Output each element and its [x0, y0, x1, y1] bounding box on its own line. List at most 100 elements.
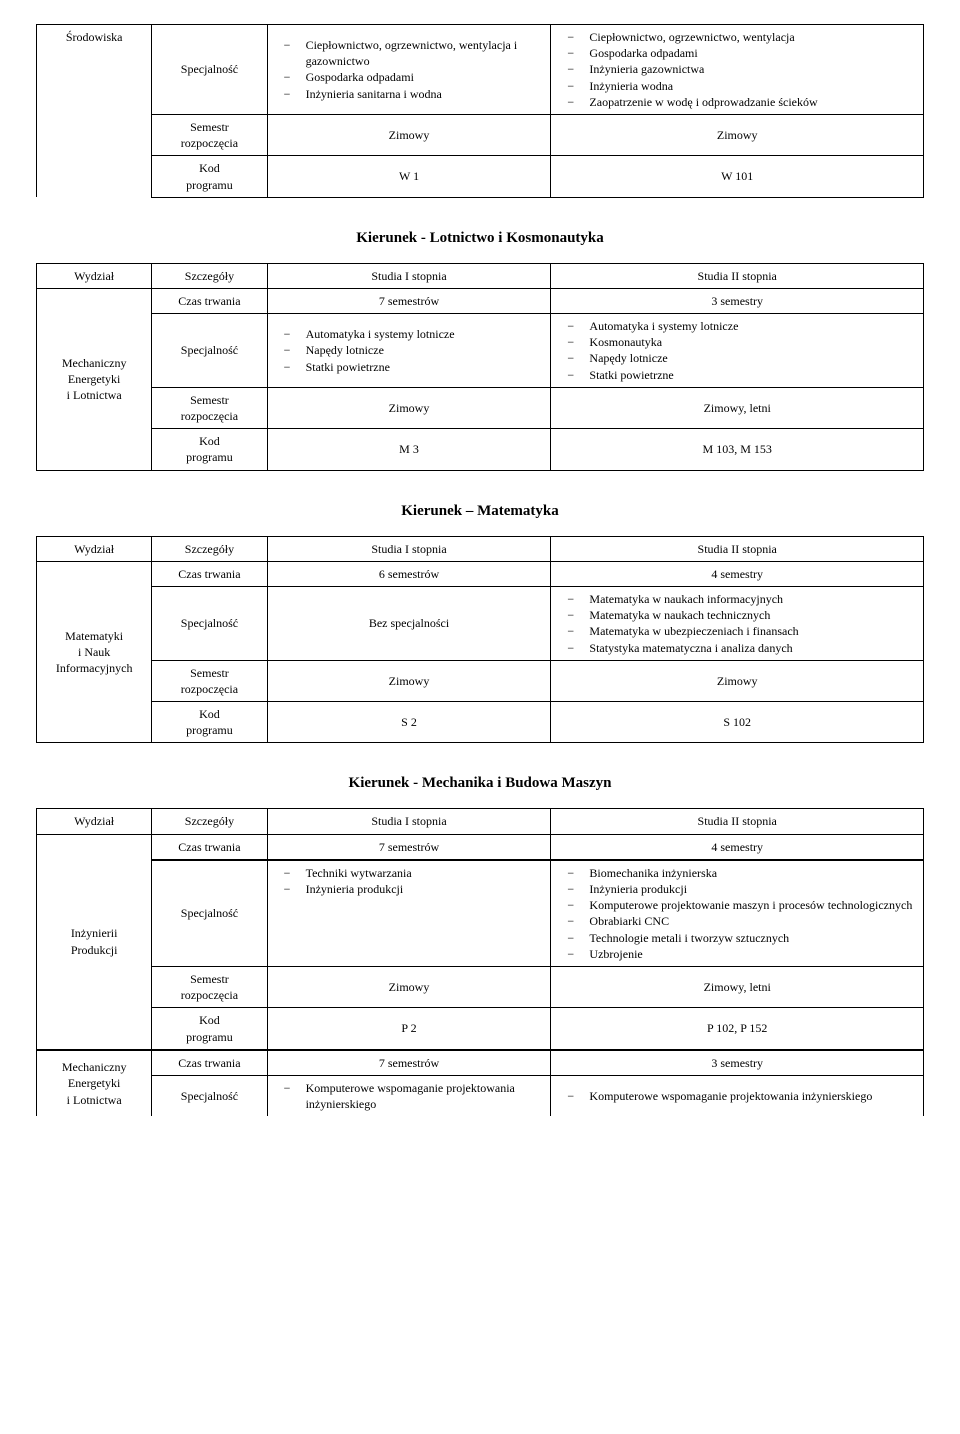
- col-header: Wydział: [37, 536, 152, 561]
- value-cell: 3 semestry: [551, 288, 924, 313]
- table-matematyka: Wydział Szczegóły Studia I stopnia Studi…: [36, 536, 924, 744]
- faculty-cell: Matematykii NaukInformacyjnych: [37, 561, 152, 743]
- list-item: Gospodarka odpadami: [284, 69, 545, 85]
- table-mechanika: Wydział Szczegóły Studia I stopnia Studi…: [36, 808, 924, 1116]
- col-header: Szczegóły: [152, 809, 267, 834]
- detail-label: Specjalność: [152, 586, 267, 660]
- detail-label: Czas trwania: [152, 1050, 267, 1076]
- section-title-matematyka: Kierunek – Matematyka: [36, 503, 924, 520]
- col-header: Wydział: [37, 809, 152, 834]
- detail-label: Semestrrozpoczęcia: [152, 660, 267, 701]
- list-item: Automatyka i systemy lotnicze: [284, 326, 545, 342]
- value-cell: W 1: [267, 156, 551, 197]
- detail-label: Specjalność: [152, 25, 267, 115]
- list-item: Biomechanika inżynierska: [567, 865, 917, 881]
- list-item: Technologie metali i tworzyw sztucznych: [567, 930, 917, 946]
- value-cell: Zimowy: [551, 660, 924, 701]
- list-item: Automatyka i systemy lotnicze: [567, 318, 917, 334]
- detail-label: Specjalność: [152, 314, 267, 388]
- spec-cell: Automatyka i systemy lotniczeNapędy lotn…: [267, 314, 551, 388]
- detail-label: Semestrrozpoczęcia: [152, 387, 267, 428]
- faculty-cell: MechanicznyEnergetykii Lotnictwa: [37, 288, 152, 470]
- list-item: Kosmonautyka: [567, 334, 917, 350]
- value-cell: 7 semestrów: [267, 834, 551, 860]
- detail-label: Specjalność: [152, 1075, 267, 1116]
- spec-cell: Matematyka w naukach informacyjnychMatem…: [551, 586, 924, 660]
- list-item: Komputerowe wspomaganie projektowania in…: [567, 1088, 917, 1104]
- detail-label: Semestrrozpoczęcia: [152, 114, 267, 155]
- value-cell: Zimowy: [267, 966, 551, 1007]
- detail-label: Kodprogramu: [152, 702, 267, 743]
- col-header: Studia II stopnia: [551, 809, 924, 834]
- value-cell: S 2: [267, 702, 551, 743]
- list-item: Inżynieria wodna: [567, 78, 917, 94]
- spec-cell: Automatyka i systemy lotniczeKosmonautyk…: [551, 314, 924, 388]
- value-cell: 4 semestry: [551, 561, 924, 586]
- col-header: Studia I stopnia: [267, 536, 551, 561]
- value-cell: Zimowy, letni: [551, 966, 924, 1007]
- list-item: Inżynieria gazownictwa: [567, 61, 917, 77]
- spec-cell: Komputerowe wspomaganie projektowania in…: [551, 1075, 924, 1116]
- list-item: Napędy lotnicze: [284, 342, 545, 358]
- detail-label: Kodprogramu: [152, 1008, 267, 1050]
- value-cell: W 101: [551, 156, 924, 197]
- faculty-cell: Środowiska: [37, 25, 152, 198]
- value-cell: Zimowy: [267, 387, 551, 428]
- list-item: Komputerowe projektowanie maszyn i proce…: [567, 897, 917, 913]
- detail-label: Semestrrozpoczęcia: [152, 966, 267, 1007]
- value-cell: M 3: [267, 429, 551, 470]
- value-cell: P 102, P 152: [551, 1008, 924, 1050]
- list-item: Zaopatrzenie w wodę i odprowadzanie ście…: [567, 94, 917, 110]
- list-item: Matematyka w naukach technicznych: [567, 607, 917, 623]
- value-cell: Zimowy: [267, 114, 551, 155]
- value-cell: M 103, M 153: [551, 429, 924, 470]
- detail-label: Specjalność: [152, 860, 267, 967]
- list-item: Gospodarka odpadami: [567, 45, 917, 61]
- list-item: Komputerowe wspomaganie projektowania in…: [284, 1080, 545, 1112]
- value-cell: Zimowy: [551, 114, 924, 155]
- detail-label: Kodprogramu: [152, 156, 267, 197]
- faculty-cell: InżynieriiProdukcji: [37, 834, 152, 1050]
- table-lotnictwo: Wydział Szczegóły Studia I stopnia Studi…: [36, 263, 924, 471]
- spec-cell: Biomechanika inżynierskaInżynieria produ…: [551, 860, 924, 967]
- table-srodowiska: Środowiska Specjalność Ciepłownictwo, og…: [36, 24, 924, 198]
- value-cell: Zimowy, letni: [551, 387, 924, 428]
- list-item: Uzbrojenie: [567, 946, 917, 962]
- col-header: Studia II stopnia: [551, 263, 924, 288]
- list-item: Inżynieria produkcji: [567, 881, 917, 897]
- list-item: Matematyka w naukach informacyjnych: [567, 591, 917, 607]
- value-cell: 6 semestrów: [267, 561, 551, 586]
- list-item: Inżynieria sanitarna i wodna: [284, 86, 545, 102]
- col-header: Studia I stopnia: [267, 809, 551, 834]
- value-cell: 7 semestrów: [267, 288, 551, 313]
- section-title-mechanika: Kierunek - Mechanika i Budowa Maszyn: [36, 775, 924, 792]
- col-header: Szczegóły: [152, 263, 267, 288]
- detail-label: Czas trwania: [152, 834, 267, 860]
- list-item: Ciepłownictwo, ogrzewnictwo, wentylacja: [567, 29, 917, 45]
- list-item: Statki powietrzne: [567, 367, 917, 383]
- detail-label: Czas trwania: [152, 561, 267, 586]
- detail-label: Czas trwania: [152, 288, 267, 313]
- list-item: Napędy lotnicze: [567, 350, 917, 366]
- faculty-cell: MechanicznyEnergetykii Lotnictwa: [37, 1050, 152, 1117]
- list-item: Matematyka w ubezpieczeniach i finansach: [567, 623, 917, 639]
- list-item: Statki powietrzne: [284, 359, 545, 375]
- value-cell: 7 semestrów: [267, 1050, 551, 1076]
- spec-cell: Techniki wytwarzaniaInżynieria produkcji: [267, 860, 551, 967]
- col-header: Wydział: [37, 263, 152, 288]
- list-item: Statystyka matematyczna i analiza danych: [567, 640, 917, 656]
- spec-cell: Ciepłownictwo, ogrzewnictwo, wentylacja …: [267, 25, 551, 115]
- col-header: Studia II stopnia: [551, 536, 924, 561]
- spec-cell: Ciepłownictwo, ogrzewnictwo, wentylacjaG…: [551, 25, 924, 115]
- value-cell: 4 semestry: [551, 834, 924, 860]
- section-title-lotnictwo: Kierunek - Lotnictwo i Kosmonautyka: [36, 230, 924, 247]
- list-item: Inżynieria produkcji: [284, 881, 545, 897]
- col-header: Studia I stopnia: [267, 263, 551, 288]
- value-cell: Zimowy: [267, 660, 551, 701]
- col-header: Szczegóły: [152, 536, 267, 561]
- value-cell: P 2: [267, 1008, 551, 1050]
- value-cell: S 102: [551, 702, 924, 743]
- list-item: Ciepłownictwo, ogrzewnictwo, wentylacja …: [284, 37, 545, 69]
- value-cell: Bez specjalności: [267, 586, 551, 660]
- detail-label: Kodprogramu: [152, 429, 267, 470]
